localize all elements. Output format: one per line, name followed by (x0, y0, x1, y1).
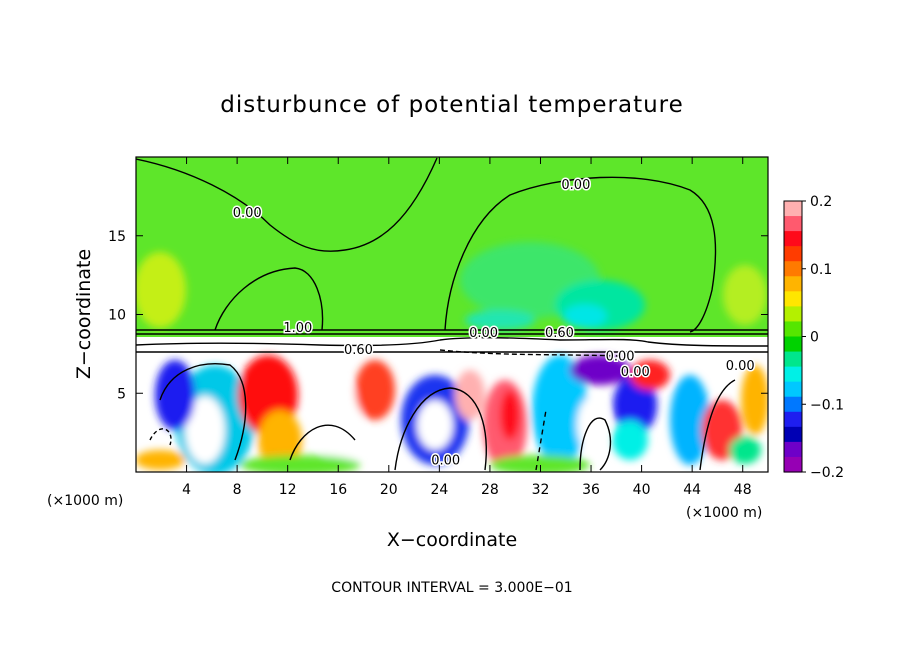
y-axis: 5 10 15 (108, 229, 768, 402)
colorbar-swatch (784, 216, 802, 232)
x-tick-label: 32 (532, 482, 550, 498)
colorbar-swatch (784, 246, 802, 262)
contour-label: 0.00 (621, 365, 650, 380)
y-tick-label: 10 (108, 308, 126, 324)
colorbar-swatch (784, 351, 802, 368)
x-unit-left: (×1000 m) (47, 493, 123, 509)
y-tick-label: 5 (117, 386, 126, 402)
contour-label: 1.00 (283, 321, 312, 336)
x-tick-label: 4 (182, 482, 191, 498)
colorbar-swatch (784, 231, 802, 247)
colorbar-swatch (784, 456, 802, 473)
colorbar-tick-label: −0.1 (810, 397, 844, 413)
colorbar-swatch (784, 276, 802, 292)
contour-label: 0.00 (469, 326, 498, 341)
y-tick-label: 15 (108, 229, 126, 245)
colorbar-swatch (784, 396, 802, 413)
x-axis-label: X−coordinate (387, 529, 517, 551)
colorbar-swatch (784, 411, 802, 428)
x-tick-label: 48 (734, 482, 752, 498)
colorbar-swatch (784, 441, 802, 458)
x-tick-label: 36 (582, 482, 600, 498)
x-tick-label: 8 (233, 482, 242, 498)
x-axis: 4 8 12 16 20 24 28 32 36 40 44 48 (182, 157, 752, 498)
contour-interval-note: CONTOUR INTERVAL = 3.000E−01 (331, 580, 572, 596)
contour-label: 0.00 (431, 453, 460, 468)
colorbar-tick-label: 0.1 (810, 262, 832, 278)
x-tick-label: 20 (380, 482, 398, 498)
colorbar-swatch (784, 381, 802, 398)
colorbar-swatch (784, 426, 802, 443)
colorbar-swatch (784, 261, 802, 277)
colorbar-tick-label: −0.2 (810, 465, 844, 481)
colorbar-swatch (784, 201, 802, 217)
plot-area (136, 157, 768, 472)
colorbar-tick-label: 0.2 (810, 194, 832, 210)
x-tick-label: 12 (279, 482, 297, 498)
colorbar-swatch (784, 291, 802, 307)
x-tick-label: 24 (430, 482, 448, 498)
contour-label: 0.00 (606, 349, 635, 364)
y-axis-label: Z−coordinate (73, 249, 95, 379)
contour-label-layer: 0.000.001.00 0.000.600.600.000.000.000.00 (231, 176, 756, 470)
lower-anomalies (136, 355, 768, 472)
colorbar-tick-label: 0 (810, 330, 819, 346)
colorbar-swatch (784, 306, 802, 323)
contour-label: 0.60 (545, 326, 574, 341)
colorbar: 0.2 0.1 0 −0.1 −0.2 (783, 194, 844, 481)
upper-anomalies (136, 242, 767, 330)
x-tick-label: 40 (633, 482, 651, 498)
contour-label: 0.00 (561, 178, 590, 193)
contour-label: 0.00 (726, 359, 755, 374)
contour-label: 0.60 (344, 343, 373, 358)
colorbar-swatch (784, 321, 802, 338)
x-tick-label: 44 (683, 482, 701, 498)
colorbar-swatch (784, 366, 802, 383)
chart-title: disturbunce of potential temperature (220, 92, 684, 118)
contour-label: 0.00 (233, 206, 262, 221)
x-tick-label: 28 (481, 482, 499, 498)
contour-lines (136, 157, 768, 471)
upper-field (136, 157, 768, 337)
x-unit-right: (×1000 m) (686, 505, 762, 521)
x-tick-label: 16 (329, 482, 347, 498)
colorbar-swatch (784, 336, 802, 353)
